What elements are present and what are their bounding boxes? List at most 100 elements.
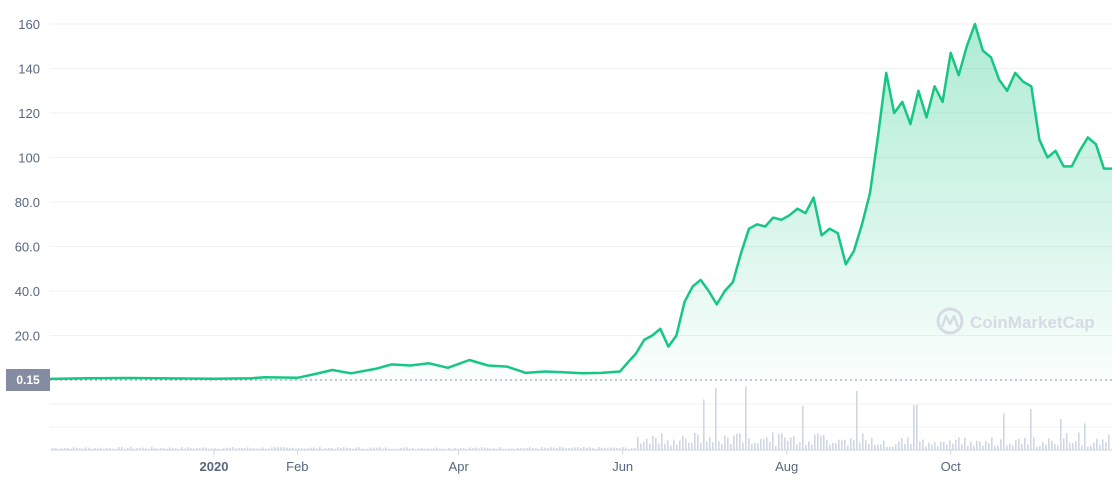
volume-bar (226, 447, 228, 450)
volume-bar (718, 441, 720, 450)
volume-bar (406, 447, 408, 450)
volume-bar (196, 447, 198, 450)
volume-bar (601, 447, 603, 450)
volume-bar (151, 447, 153, 450)
volume-bar (889, 446, 891, 450)
volume-bar (559, 447, 561, 450)
volume-bar (742, 442, 744, 450)
volume-bar (328, 447, 330, 450)
volume-bar (991, 437, 993, 450)
volume-bar (298, 448, 300, 450)
volume-bar (142, 447, 144, 450)
volume-bar (472, 448, 474, 450)
volume-bar (853, 439, 855, 450)
volume-bar (421, 448, 423, 450)
volume-bar (172, 448, 174, 450)
y-axis-ticks: 160 140 120 100 80.0 60.0 40.0 20.0 (15, 17, 40, 344)
volume-bar (487, 447, 489, 450)
volume-bar (139, 447, 141, 450)
volume-bar (766, 437, 768, 450)
volume-bar (193, 448, 195, 450)
volume-bar (826, 439, 828, 450)
volume-bar (817, 433, 819, 450)
volume-bar (442, 448, 444, 450)
volume-bar (1036, 446, 1038, 450)
volume-bar (712, 442, 714, 450)
volume-bar (478, 448, 480, 450)
volume-bar (220, 448, 222, 450)
volume-bar (379, 447, 381, 450)
volume-bar (229, 447, 231, 450)
volume-bar (82, 448, 84, 450)
volume-bar (514, 448, 516, 450)
volume-bar (841, 440, 843, 450)
volume-bar (973, 445, 975, 450)
volume-bar (844, 439, 846, 450)
volume-bar (301, 448, 303, 450)
volume-bar (961, 444, 963, 450)
volume-bar (628, 448, 630, 450)
volume-bar (898, 441, 900, 450)
volume-bar (934, 442, 936, 450)
volume-bar (748, 438, 750, 450)
volume-bar (820, 435, 822, 450)
volume-bar (352, 448, 354, 450)
volume-bar (631, 448, 633, 450)
volume-bar (259, 448, 261, 450)
volume-bar (970, 441, 972, 450)
volume-bar (901, 438, 903, 450)
volume-bar (910, 444, 912, 450)
volume-bar (1069, 442, 1071, 450)
volume-bar (313, 447, 315, 450)
volume-bar (832, 442, 834, 450)
volume-bar (1012, 445, 1014, 450)
price-line (49, 22, 1112, 381)
volume-bar (1024, 437, 1026, 450)
volume-bar (673, 439, 675, 450)
volume-bar (697, 434, 699, 450)
volume-bar (469, 447, 471, 450)
price-area (50, 24, 1112, 380)
volume-bar (106, 447, 108, 450)
y-tick-label: 100 (18, 151, 40, 166)
current-price-label: 0.15 (16, 373, 40, 387)
volume-bar (454, 448, 456, 450)
y-tick-label: 120 (18, 106, 40, 121)
volume-bar (1090, 445, 1092, 450)
volume-bar (865, 440, 867, 450)
volume-bar (1060, 419, 1062, 450)
volume-bar (778, 434, 780, 450)
y-tick-label: 140 (18, 62, 40, 77)
volume-bar (919, 441, 921, 450)
volume-bar (529, 447, 531, 450)
volume-bars (52, 386, 1110, 450)
volume-bar (859, 442, 861, 450)
volume-bar (466, 448, 468, 450)
volume-bar (904, 443, 906, 450)
volume-bar (760, 439, 762, 450)
volume-bar (178, 448, 180, 450)
volume-bar (184, 448, 186, 450)
volume-bar (886, 446, 888, 450)
volume-bar (745, 386, 747, 450)
volume-bar (1045, 444, 1047, 450)
volume-bar (955, 439, 957, 450)
volume-bar (751, 443, 753, 450)
volume-bar (208, 448, 210, 450)
volume-bar (793, 436, 795, 450)
volume-bar (565, 448, 567, 450)
volume-bar (703, 399, 705, 450)
volume-bar (679, 440, 681, 450)
volume-bar (355, 447, 357, 450)
y-tick-label: 40.0 (15, 284, 40, 299)
volume-bar (268, 448, 270, 450)
volume-bar (847, 445, 849, 450)
volume-bar (1054, 444, 1056, 450)
volume-bar (118, 447, 120, 450)
volume-bar (484, 447, 486, 450)
volume-bar (241, 448, 243, 450)
volume-bar (574, 447, 576, 450)
volume-bar (1108, 434, 1110, 450)
volume-bar (664, 443, 666, 450)
volume-bar (52, 448, 54, 450)
